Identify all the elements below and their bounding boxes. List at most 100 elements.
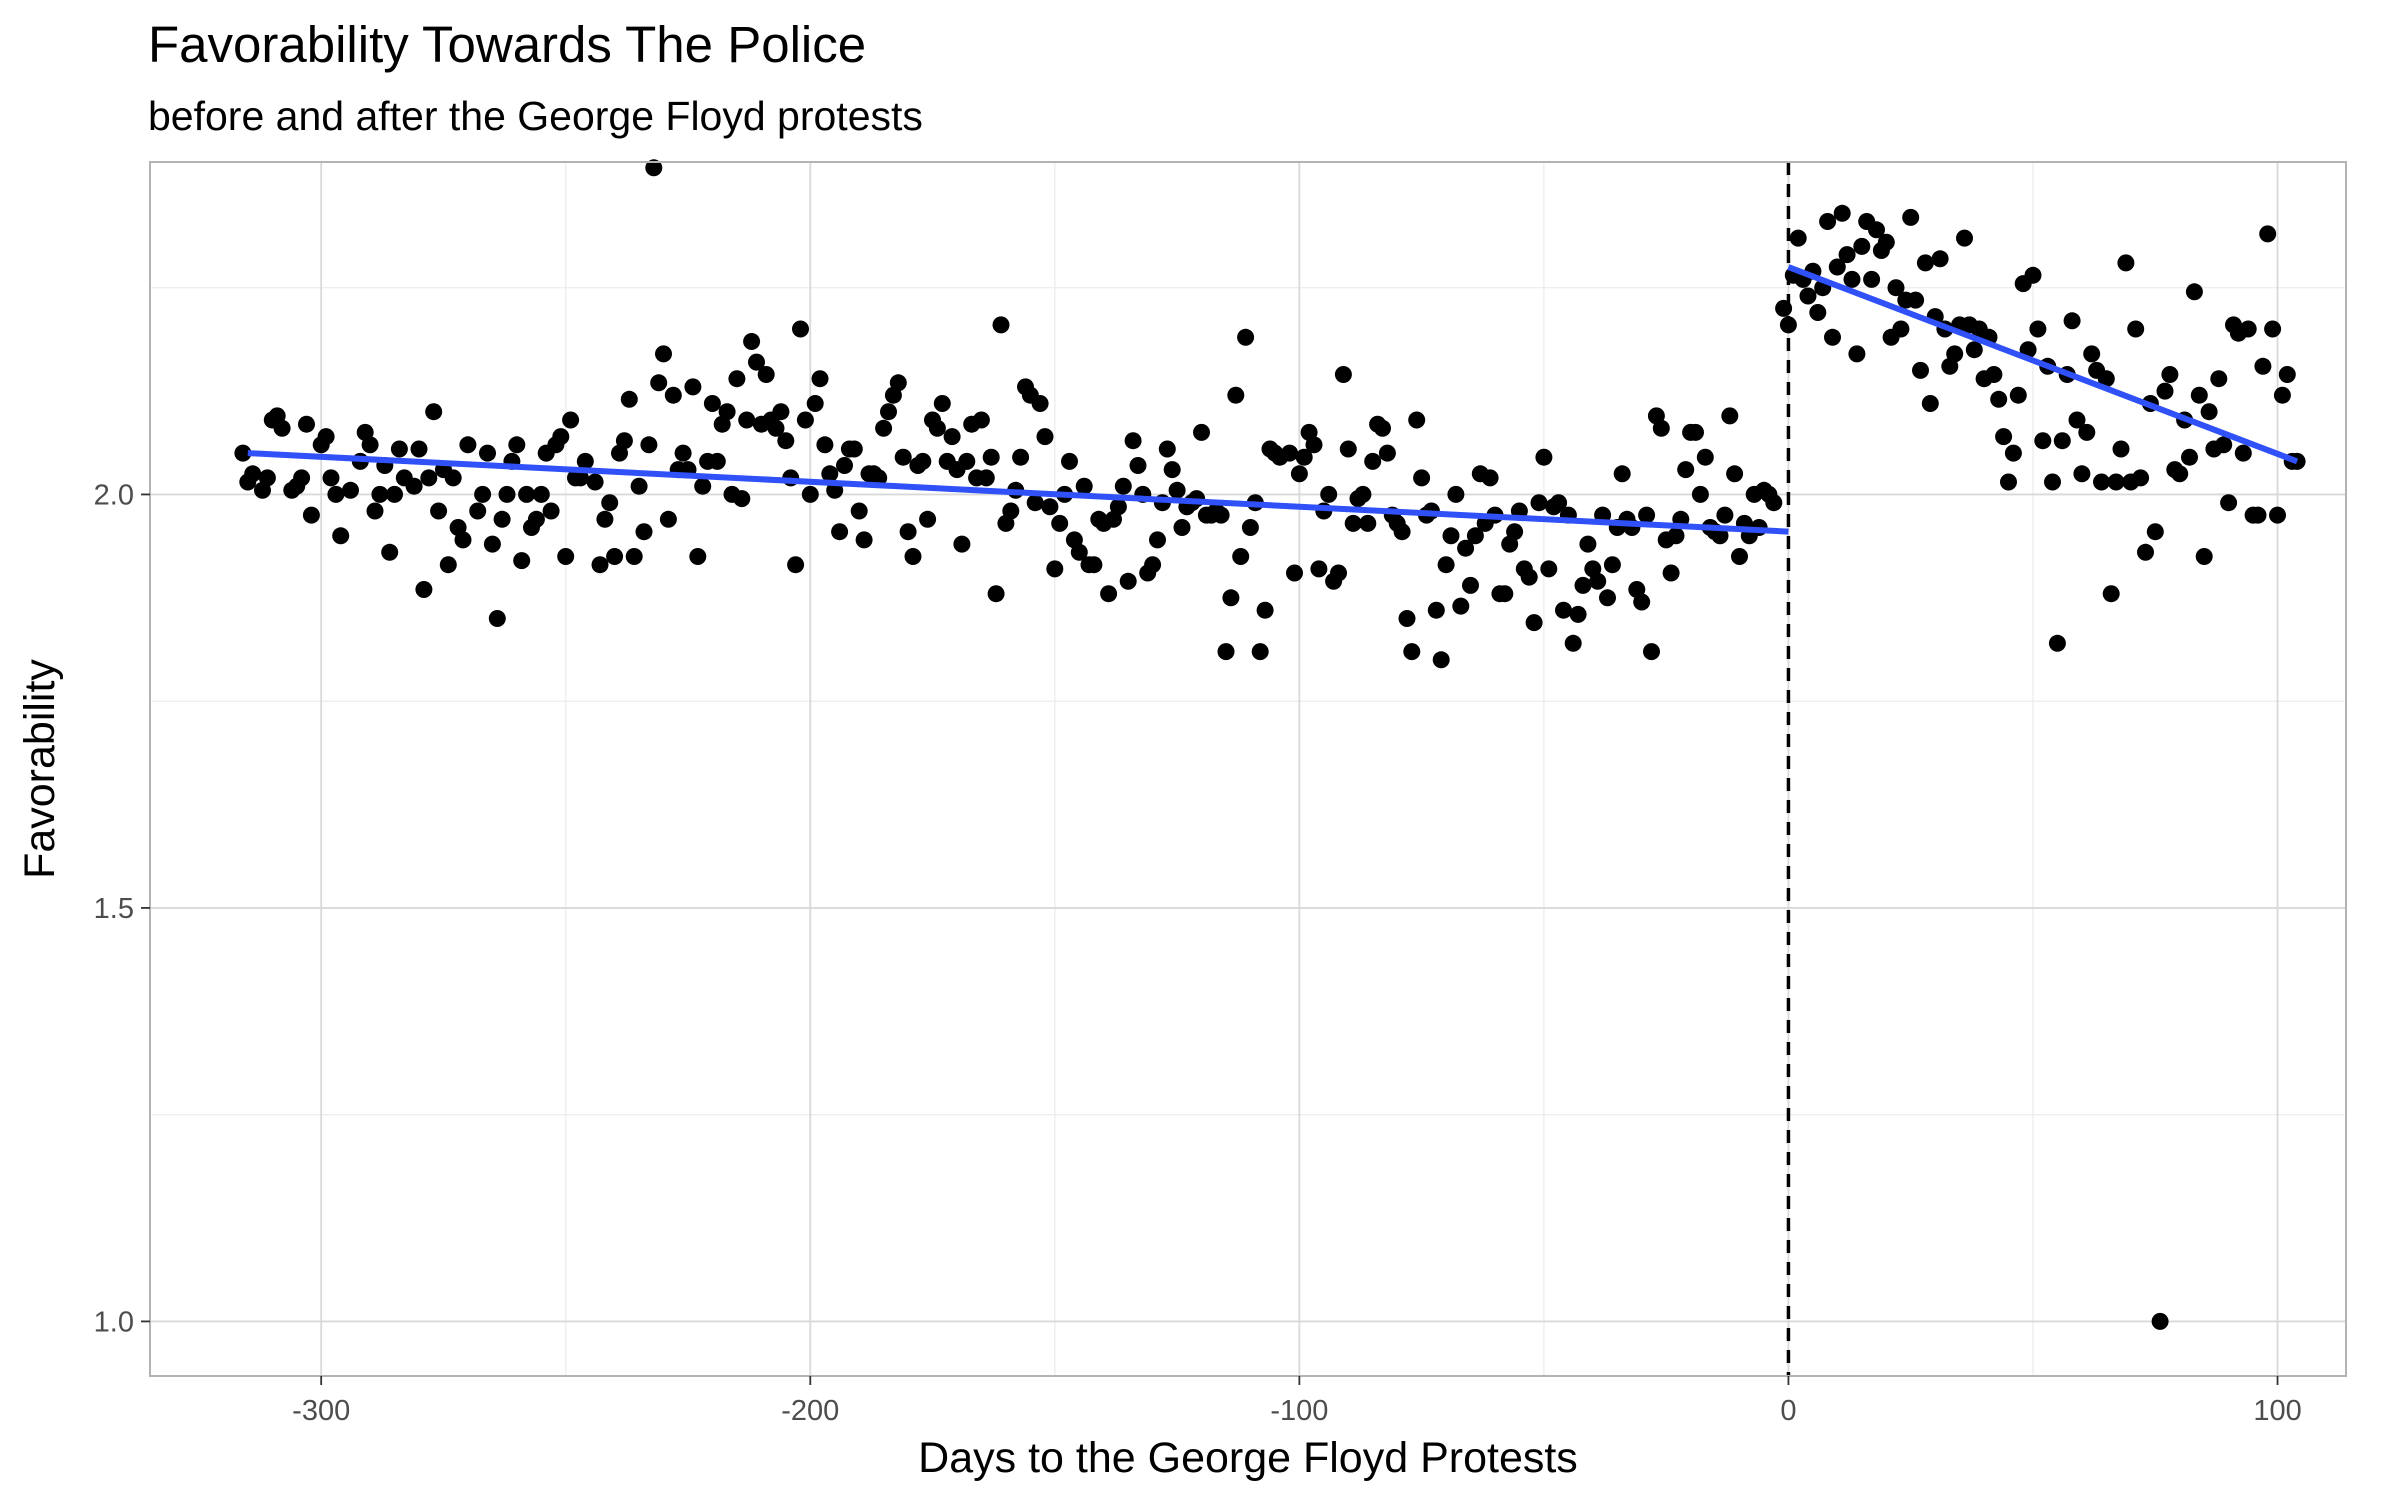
data-point [659,510,677,528]
data-point [1452,597,1470,615]
data-point [1721,407,1739,425]
data-point [1031,395,1049,412]
data-point [430,502,448,520]
data-point [1985,366,2003,383]
data-point [366,502,384,520]
data-point [1907,291,1925,309]
data-point [2107,473,2125,491]
chart-subtitle: before and after the George Floyd protes… [148,93,923,139]
data-point [1916,254,1934,272]
data-point [2146,523,2164,541]
data-point [1398,610,1416,627]
data-point [2073,465,2091,483]
data-point [845,440,863,458]
y-tick-label: 1.5 [94,893,134,925]
data-point [1687,423,1704,441]
data-point [571,469,589,487]
data-point [420,469,438,487]
data-point [2181,448,2198,466]
data-point [479,444,496,462]
data-point [2234,444,2252,462]
data-point [655,345,672,363]
data-point [2009,386,2027,404]
data-point [1334,366,1352,383]
data-point [1002,502,1020,520]
x-tick-label: -100 [1270,1395,1328,1427]
data-point [2044,473,2061,491]
data-point [1061,452,1078,470]
data-point [1574,576,1592,594]
data-point [1912,361,1929,379]
data-point [1819,213,1837,230]
data-point [787,556,805,574]
data-point [640,436,658,454]
data-point [2093,473,2110,491]
data-point [2273,386,2291,404]
data-point [258,469,276,487]
data-point [2097,370,2115,388]
data-point [1579,535,1597,553]
data-point [1393,523,1411,541]
data-point [302,506,320,524]
data-point [527,510,545,528]
data-point [733,490,751,508]
data-point [1109,498,1127,516]
data-point [1956,229,1973,247]
data-point [748,353,765,371]
data-point [1838,246,1856,264]
data-point [1828,258,1846,276]
data-point [674,444,692,462]
data-point [987,585,1005,603]
data-point [894,448,912,466]
data-point [1339,440,1357,458]
y-axis-ticks: 1.0 1.5 2.0 [94,479,150,1338]
data-point [2117,254,2135,272]
data-point [474,485,492,503]
data-point [1075,477,1093,495]
data-point [1041,498,1059,516]
data-point [596,510,614,528]
data-point [454,531,472,549]
data-point [2137,543,2154,561]
x-tick-label: 0 [1780,1395,1796,1427]
data-point [1212,506,1230,524]
data-point [469,502,487,520]
data-point [1442,527,1460,545]
data-point [982,448,1000,466]
data-point [1251,643,1269,661]
data-point [2269,506,2286,524]
data-point [831,523,849,541]
data-point [1149,531,1166,549]
data-point [1789,229,1807,247]
data-point [806,395,824,412]
data-point [1550,494,1568,512]
data-point [415,581,433,598]
data-point [1457,539,1475,557]
data-point [1354,485,1372,503]
data-point [1462,576,1479,594]
data-point [2127,320,2145,338]
data-point [1716,506,1734,524]
data-point [493,510,511,528]
data-point [2278,366,2296,383]
data-point [1344,514,1362,532]
data-point [1809,304,1827,321]
x-tick-label: -200 [781,1395,839,1427]
data-point [718,403,736,421]
data-point [1237,328,1255,346]
data-point [1305,436,1323,454]
data-point [1887,279,1905,297]
data-point [816,436,834,454]
data-point [1100,585,1118,603]
data-point [1217,643,1235,661]
data-point [342,481,359,499]
data-point [562,411,580,429]
data-point [361,436,379,454]
data-point [1364,452,1382,470]
data-point [1868,221,1885,239]
data-point [513,552,531,570]
data-point [1613,465,1631,483]
data-point [1222,589,1240,607]
data-point [767,419,785,437]
data-point [1662,564,1680,582]
